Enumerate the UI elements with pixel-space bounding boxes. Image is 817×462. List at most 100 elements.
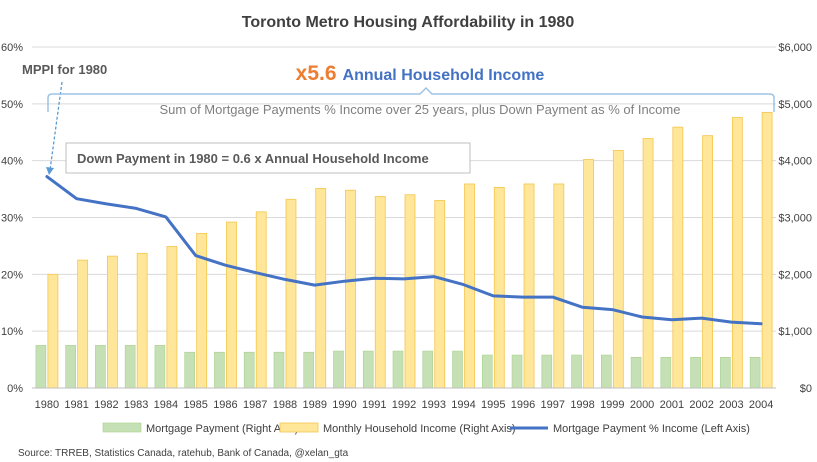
mortgage-payment-bar: [630, 357, 642, 389]
household-income-bar: [523, 183, 535, 389]
legend-swatch-mortgage: [102, 422, 142, 433]
mortgage-payment-bar: [511, 354, 523, 389]
right-axis: $0 $1,000 $2,000 $3,000 $4,000 $5,000 $6,000: [778, 42, 812, 395]
sum-note: Sum of Mortgage Payments % Income over 2…: [160, 102, 681, 117]
right-tick-label: $4,000: [778, 156, 812, 168]
household-income-bar: [374, 196, 386, 389]
mortgage-payment-bar: [65, 345, 76, 389]
x-tick-label: 1985: [183, 399, 207, 411]
x-tick-label: 1984: [154, 399, 178, 411]
household-income-bar: [315, 188, 327, 389]
household-income-bar: [77, 259, 89, 389]
mortgage-payment-bar: [303, 351, 315, 389]
household-income-bar: [404, 194, 416, 389]
mortgage-payment-bar: [749, 357, 761, 389]
mortgage-payment-bar: [481, 354, 493, 389]
x-tick-label: 1988: [273, 399, 297, 411]
chart-title: Toronto Metro Housing Affordability in 1…: [242, 14, 575, 31]
x-tick-label: 1999: [600, 399, 624, 411]
left-axis: 0% 10% 20% 30% 40% 50% 60%: [1, 42, 23, 395]
household-income-bar: [285, 198, 297, 389]
mortgage-payment-bar: [243, 351, 255, 389]
x-tick-label: 2002: [689, 399, 713, 411]
mortgage-percent-income-line: [45, 175, 763, 326]
mortgage-payment-bar: [273, 351, 285, 389]
x-tick-label: 1993: [422, 399, 446, 411]
mortgage-payment-bar: [184, 351, 195, 389]
x-tick-label: 1982: [94, 399, 118, 411]
mppi-arrow: [49, 81, 63, 171]
mppi-arrow-head: [46, 167, 54, 175]
mortgage-payment-bar: [571, 354, 582, 389]
household-income-bar: [107, 255, 118, 389]
mortgage-payment-bar: [392, 350, 404, 389]
household-income-bar: [434, 200, 446, 389]
x-tick-label: 1983: [124, 399, 148, 411]
x-tick-label: 2001: [660, 399, 684, 411]
annotation-brace: [47, 86, 775, 112]
x-tick-label: 2004: [749, 399, 773, 411]
right-tick-label: $1,000: [778, 326, 812, 338]
x-tick-label: 1986: [213, 399, 237, 411]
left-tick-label: 50%: [1, 99, 23, 111]
line-layer: [45, 175, 763, 326]
left-tick-label: 40%: [1, 156, 23, 168]
household-income-bar: [761, 111, 773, 389]
household-income-bar: [583, 159, 594, 389]
down-payment-callout: Down Payment in 1980 = 0.6 x Annual Hous…: [77, 151, 429, 166]
mortgage-payment-bar: [124, 345, 136, 389]
mortgage-payment-bar: [422, 350, 434, 389]
x-tick-label: 1980: [35, 399, 59, 411]
right-tick-label: $0: [800, 383, 812, 395]
household-income-bar: [612, 150, 624, 389]
mortgage-payment-bar: [660, 357, 672, 389]
x-tick-label: 1991: [362, 399, 386, 411]
mortgage-payment-bar: [601, 354, 612, 389]
x-tick-label: 2000: [630, 399, 654, 411]
x-tick-label: 1997: [541, 399, 565, 411]
mortgage-payment-bar: [720, 357, 731, 389]
legend-label-line: Mortgage Payment % Income (Left Axis): [553, 423, 750, 435]
household-income-bar: [226, 221, 237, 389]
x-tick-label: 1987: [243, 399, 267, 411]
mortgage-payment-bar: [154, 345, 166, 389]
right-tick-label: $2,000: [778, 269, 812, 281]
x-tick-label: 1994: [451, 399, 475, 411]
mortgage-payment-bar: [452, 350, 463, 389]
left-tick-label: 10%: [1, 326, 23, 338]
x-axis: 1980 1981 1982 1983 1984 1985 1986 1987 1988 1989…: [35, 399, 774, 411]
left-tick-label: 20%: [1, 269, 23, 281]
household-income-bar: [553, 183, 565, 389]
legend: Mortgage Payment (Right Axis) Monthly Hou…: [102, 422, 750, 435]
household-income-bar: [345, 189, 356, 389]
right-tick-label: $5,000: [778, 99, 812, 111]
mortgage-payment-bar: [333, 350, 344, 389]
left-tick-label: 0%: [7, 383, 23, 395]
mortgage-payment-bar: [35, 345, 47, 389]
annual-income-label: Annual Household Income: [343, 67, 545, 84]
multiplier-label: x5.6 Annual Household Income: [296, 62, 545, 85]
legend-label-income: Monthly Household Income (Right Axis): [323, 423, 516, 435]
mortgage-payment-bar: [362, 350, 374, 389]
x-tick-label: 1989: [302, 399, 326, 411]
household-income-bar: [731, 117, 743, 389]
mortgage-payment-bar: [214, 351, 225, 389]
right-tick-label: $3,000: [778, 213, 812, 225]
mortgage-payment-bar: [541, 354, 553, 389]
legend-swatch-income: [279, 422, 319, 433]
legend-label-mortgage: Mortgage Payment (Right Axis): [146, 423, 298, 435]
household-income-bar: [166, 246, 178, 389]
x-tick-label: 2003: [719, 399, 743, 411]
x-tick-label: 1996: [511, 399, 535, 411]
mortgage-payment-bar: [95, 345, 106, 389]
x-tick-label: 1992: [392, 399, 416, 411]
x-tick-label: 1981: [64, 399, 88, 411]
household-income-bar: [255, 211, 267, 389]
x-tick-label: 1998: [570, 399, 594, 411]
household-income-bar: [642, 138, 654, 389]
right-tick-label: $6,000: [778, 42, 812, 54]
household-income-bar: [493, 186, 505, 389]
source-note: Source: TRREB, Statistics Canada, ratehu…: [18, 448, 349, 459]
left-tick-label: 30%: [1, 213, 23, 225]
